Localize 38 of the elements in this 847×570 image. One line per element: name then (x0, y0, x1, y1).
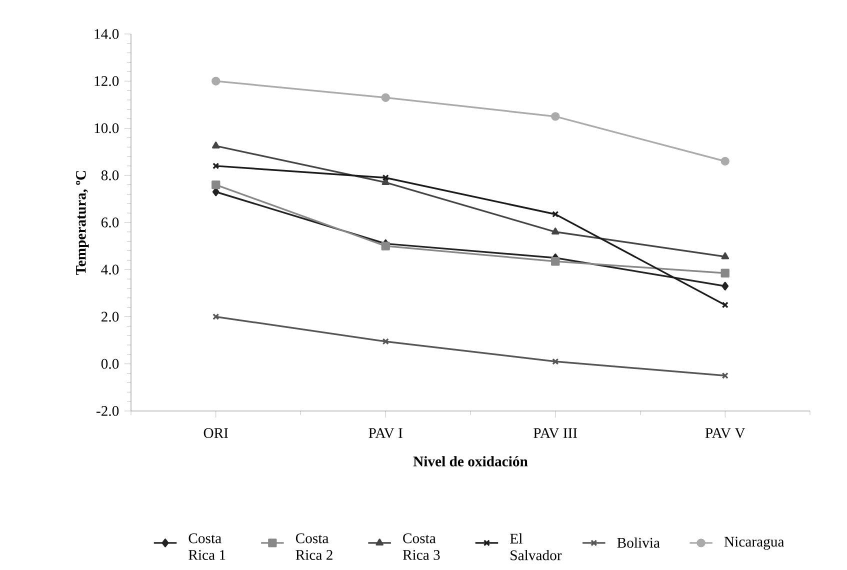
y-tick-label: -2.0 (96, 406, 119, 416)
y-tick-label: 4.0 (101, 264, 119, 275)
y-tick-label: 14.0 (94, 29, 119, 39)
point (381, 93, 390, 102)
point (382, 174, 389, 182)
y-tick-label: 8.0 (101, 170, 119, 180)
point (722, 282, 729, 290)
y-tick-label: 10.0 (94, 123, 119, 134)
y-tick-label: 0.0 (101, 358, 119, 369)
legend-label: Costa Rica 1 (188, 533, 226, 560)
point (551, 112, 560, 121)
point (382, 338, 389, 345)
point (382, 178, 390, 186)
point (720, 156, 730, 166)
point (552, 210, 559, 218)
legend-label: Nicaragua (724, 536, 784, 550)
x-tick-label: ORI (204, 428, 228, 438)
point (212, 76, 220, 86)
point (212, 142, 220, 149)
y-tick-label: 6.0 (101, 218, 119, 228)
y-tick-label: 2.0 (101, 312, 119, 322)
point (721, 252, 729, 260)
legend-label: Costa Rica 2 (296, 533, 332, 560)
point (720, 268, 730, 278)
x-tick-label: PAV I (368, 428, 402, 438)
legend-label: Bolivia (617, 537, 660, 548)
legend-label: Costa Rica 3 (402, 533, 440, 560)
point (552, 358, 559, 365)
point (551, 257, 560, 266)
legend-label: El Salvador (510, 533, 562, 560)
point (381, 242, 390, 250)
x-tick-label: PAV V (705, 428, 746, 438)
point (552, 228, 560, 235)
point (212, 180, 220, 190)
y-axis-title: Temperatura, ºC (76, 170, 89, 275)
y-tick-label: 12.0 (94, 76, 119, 86)
x-tick-label: PAV III (534, 428, 578, 438)
x-axis-title: Nivel de oxidación (413, 456, 528, 466)
